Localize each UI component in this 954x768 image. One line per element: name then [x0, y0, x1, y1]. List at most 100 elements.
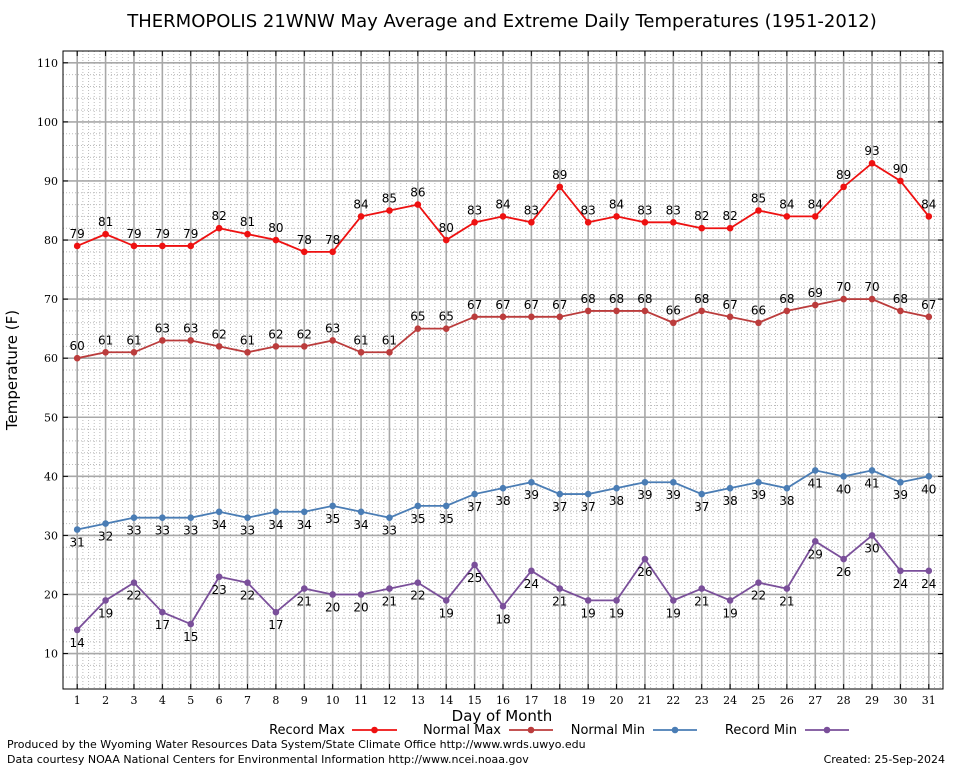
data-label-record-max: 84 [779, 197, 794, 211]
data-label-normal-min: 38 [609, 494, 624, 508]
data-label-record-max: 84 [609, 197, 624, 211]
data-label-normal-min: 41 [864, 476, 879, 490]
data-point-normal-min [868, 467, 876, 474]
data-label-record-max: 93 [864, 144, 879, 158]
data-point-record-max [840, 183, 847, 191]
data-label-normal-min: 39 [524, 488, 539, 502]
data-point-record-max [73, 242, 81, 250]
data-point-normal-max [613, 307, 620, 315]
data-label-record-max: 79 [126, 227, 141, 241]
data-label-record-min: 18 [495, 612, 510, 626]
x-tick-label: 4 [159, 694, 166, 707]
data-label-record-min: 14 [70, 636, 85, 650]
data-label-record-max: 89 [552, 168, 567, 182]
y-tick-label: 50 [44, 411, 58, 424]
data-point-normal-min [357, 508, 365, 516]
data-label-record-min: 15 [183, 630, 198, 644]
data-label-record-max: 79 [183, 227, 198, 241]
data-label-normal-min: 41 [808, 476, 823, 490]
data-label-record-max: 80 [439, 221, 454, 235]
data-label-record-min: 21 [382, 595, 397, 609]
data-point-normal-min [783, 484, 791, 492]
data-labels: 79 81 79 79 79 82 81 80 78 78 84 85 86 80 83 84 83 89 83 84… [70, 144, 937, 650]
data-label-normal-max: 70 [836, 280, 851, 294]
data-label-record-max: 79 [70, 227, 85, 241]
data-label-normal-min: 37 [467, 500, 482, 514]
x-tick-label: 22 [666, 694, 680, 707]
data-point-normal-min [386, 514, 393, 521]
data-label-normal-max: 68 [581, 292, 596, 306]
data-label-record-max: 86 [410, 186, 425, 200]
data-point-record-min [755, 579, 762, 586]
data-point-record-min [925, 567, 933, 575]
data-label-normal-max: 62 [268, 327, 283, 341]
data-label-record-min: 19 [581, 606, 596, 620]
data-label-normal-min: 33 [240, 524, 255, 538]
y-tick-label: 100 [37, 116, 58, 129]
x-tick-label: 7 [244, 694, 251, 707]
data-label-normal-min: 35 [410, 512, 425, 526]
data-label-record-max: 83 [467, 203, 482, 217]
x-tick-label: 19 [581, 694, 595, 707]
x-tick-label: 31 [922, 694, 936, 707]
data-label-normal-max: 67 [552, 298, 567, 312]
data-point-normal-max [925, 313, 933, 321]
x-tick-label: 28 [837, 694, 851, 707]
data-label-normal-max: 61 [98, 333, 113, 347]
data-point-record-min [414, 579, 422, 586]
data-label-normal-max: 62 [211, 327, 226, 341]
data-label-record-min: 20 [353, 600, 368, 614]
y-axis-label: Temperature (F) [3, 310, 21, 431]
x-tick-label: 18 [553, 694, 567, 707]
data-point-record-max [442, 236, 450, 244]
x-tick-label: 10 [326, 694, 340, 707]
data-point-normal-max [244, 348, 251, 356]
data-label-record-max: 83 [637, 203, 652, 217]
data-point-normal-max [471, 313, 478, 321]
data-point-record-min [159, 608, 166, 616]
data-point-record-max [811, 213, 819, 220]
data-point-record-min [556, 585, 564, 592]
data-label-record-min: 19 [722, 606, 737, 620]
data-point-record-max [130, 242, 138, 250]
data-label-normal-min: 38 [779, 494, 794, 508]
x-tick-label: 3 [130, 694, 137, 707]
data-point-record-min [868, 532, 876, 539]
y-tick-label: 80 [44, 234, 58, 247]
data-point-record-min [471, 561, 478, 569]
data-label-record-min: 22 [410, 589, 425, 603]
data-label-normal-max: 63 [155, 321, 170, 335]
data-point-record-min [698, 585, 706, 592]
x-tick-label: 26 [780, 694, 794, 707]
data-point-normal-max [783, 307, 791, 315]
data-point-record-max [897, 177, 904, 185]
data-point-record-max [925, 213, 933, 220]
data-point-record-max [414, 201, 422, 208]
data-point-normal-min [442, 502, 450, 510]
data-point-normal-max [73, 354, 81, 362]
data-point-record-min [130, 579, 138, 586]
data-point-record-max [499, 213, 507, 220]
data-label-normal-min: 38 [495, 494, 510, 508]
data-label-normal-max: 66 [666, 304, 681, 318]
data-label-record-min: 26 [836, 565, 851, 579]
data-label-record-min: 24 [921, 577, 936, 591]
legend-label-record-max: Record Max [269, 723, 345, 738]
data-label-record-min: 22 [240, 589, 255, 603]
data-label-normal-min: 34 [297, 518, 312, 532]
data-label-record-min: 21 [297, 595, 312, 609]
data-label-normal-min: 39 [751, 488, 766, 502]
data-label-record-max: 78 [297, 233, 312, 247]
data-label-record-min: 24 [893, 577, 908, 591]
data-label-record-max: 89 [836, 168, 851, 182]
data-label-normal-max: 66 [751, 304, 766, 318]
y-tick-label: 40 [44, 470, 58, 483]
data-point-normal-min [897, 478, 904, 486]
data-point-record-max [641, 219, 649, 226]
data-point-record-min [840, 555, 847, 563]
x-tick-label: 9 [301, 694, 308, 707]
data-label-normal-min: 32 [98, 530, 113, 544]
y-tick-label: 20 [44, 588, 58, 601]
data-point-normal-min [329, 502, 336, 510]
